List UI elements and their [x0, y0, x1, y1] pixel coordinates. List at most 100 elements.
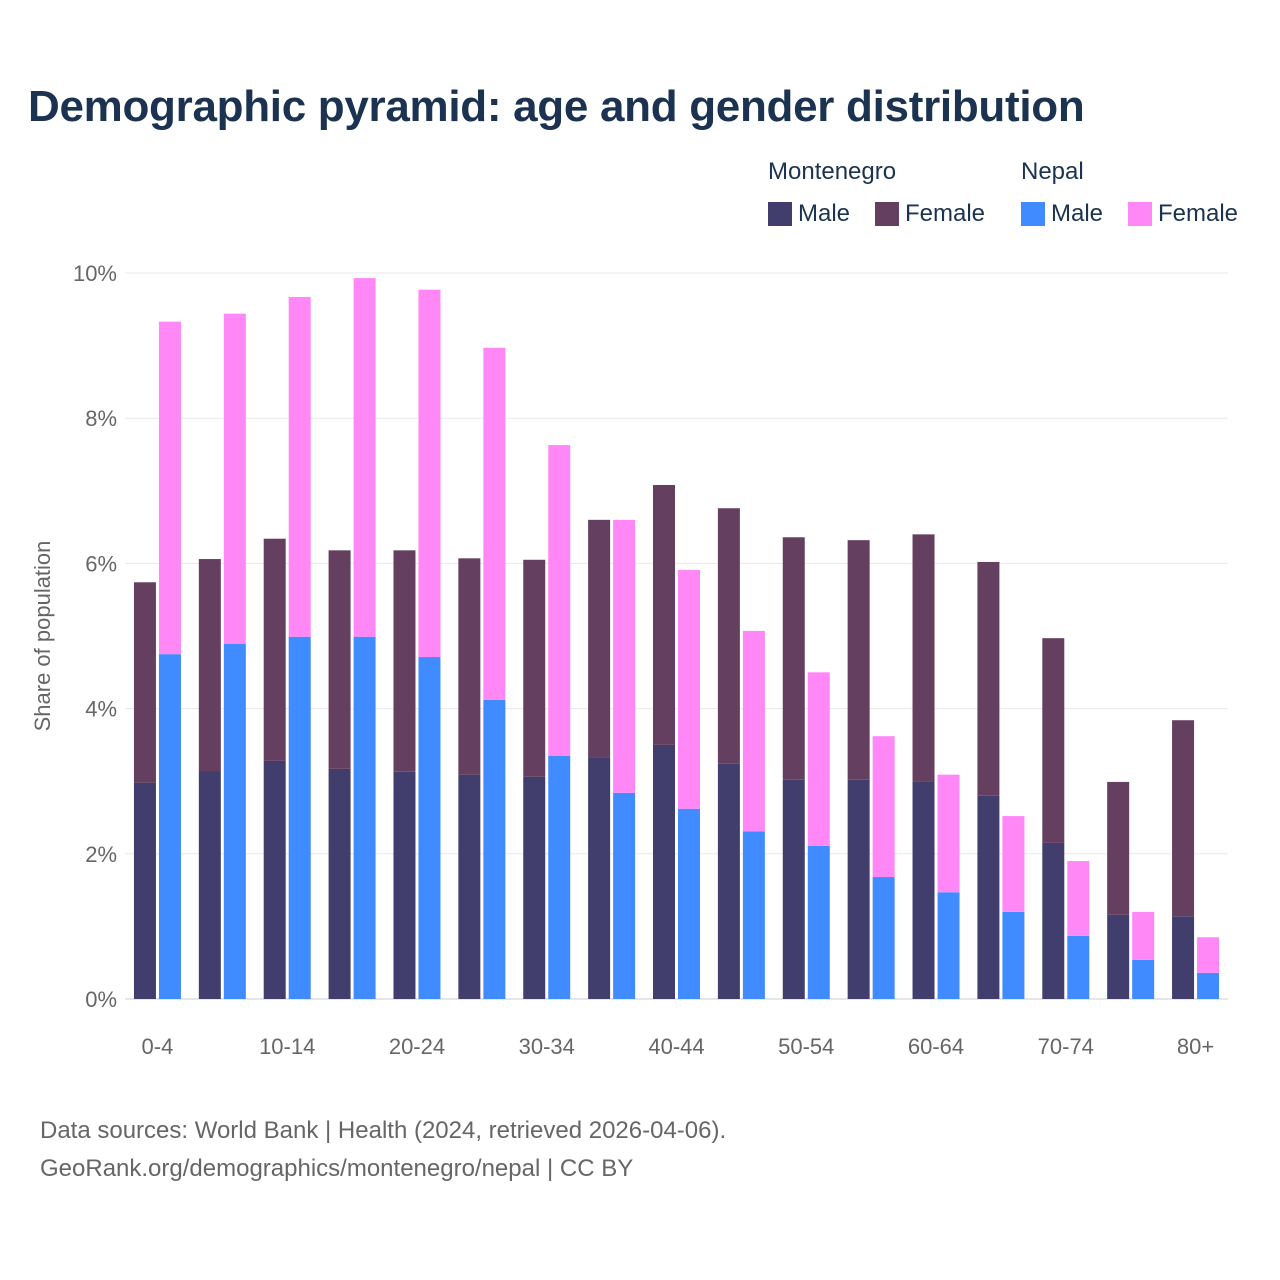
bar-montenegro-male: [847, 779, 870, 999]
bar-nepal-female: [1197, 937, 1220, 973]
legend-item-montenegro-male[interactable]: Male: [768, 200, 850, 228]
bar-montenegro-male: [653, 744, 675, 999]
bar-montenegro-female: [198, 559, 221, 772]
x-tick-label: 70-74: [1038, 1034, 1094, 1059]
bar-montenegro-female: [653, 484, 675, 745]
bar-nepal-female: [872, 736, 895, 878]
bar-nepal-female: [1132, 911, 1155, 960]
legend-item-montenegro-female[interactable]: Female: [875, 200, 985, 228]
bar-montenegro-female: [133, 582, 156, 783]
bar-nepal-male: [483, 699, 506, 999]
x-tick-label: 20-24: [389, 1034, 445, 1059]
bar-nepal-female: [678, 569, 700, 809]
x-tick-label: 10-14: [259, 1034, 315, 1059]
bar-montenegro-female: [393, 550, 416, 772]
legend-group-montenegro: Montenegro: [768, 158, 897, 185]
x-tick-label: 60-64: [908, 1034, 964, 1059]
bar-nepal-female: [223, 313, 246, 644]
bar-montenegro-male: [977, 795, 1000, 999]
legend-label: Male: [798, 200, 851, 227]
bar-nepal-female: [807, 672, 830, 846]
bar-montenegro-female: [1042, 638, 1065, 843]
bar-nepal-male: [418, 657, 441, 999]
bar-nepal-male: [807, 845, 830, 999]
bar-nepal-male: [353, 636, 376, 999]
bar-nepal-female: [158, 321, 181, 655]
bar-nepal-male: [1002, 911, 1025, 999]
bar-montenegro-male: [1042, 842, 1065, 999]
bar-nepal-male: [158, 654, 181, 999]
bar-nepal-female: [1067, 861, 1090, 936]
bar-nepal-female: [353, 278, 376, 637]
source-line-2[interactable]: GeoRank.org/demographics/montenegro/nepa…: [40, 1155, 634, 1182]
bar-nepal-male: [613, 792, 636, 999]
legend-item-nepal-male[interactable]: Male: [1021, 200, 1103, 228]
bar-nepal-male: [678, 808, 700, 999]
bar-montenegro-female: [458, 558, 481, 775]
legend-label: Female: [1158, 200, 1239, 227]
legend-swatch: [1128, 202, 1152, 226]
bar-montenegro-male: [263, 760, 286, 999]
bar-montenegro-female: [1172, 720, 1195, 917]
legend-swatch: [768, 202, 792, 226]
legend-label: Male: [1051, 200, 1104, 227]
bar-nepal-male: [1067, 935, 1090, 999]
y-tick-label: 2%: [85, 842, 117, 867]
bar-nepal-female: [418, 289, 441, 658]
x-tick-label: 0-4: [142, 1034, 174, 1059]
bar-montenegro-female: [847, 540, 870, 780]
bar-nepal-male: [937, 892, 960, 999]
bar-nepal-male: [1197, 972, 1220, 999]
bar-montenegro-male: [393, 771, 416, 999]
bar-nepal-male: [1132, 959, 1155, 999]
bar-montenegro-male: [588, 757, 611, 999]
bar-nepal-female: [548, 445, 571, 756]
bar-montenegro-female: [328, 550, 351, 769]
y-axis-label: Share of population: [30, 541, 55, 732]
bar-montenegro-female: [1107, 781, 1130, 915]
bar-montenegro-female: [263, 538, 286, 761]
bar-montenegro-male: [717, 763, 740, 999]
bar-montenegro-male: [782, 779, 805, 999]
y-tick-label: 4%: [85, 697, 117, 722]
x-tick-label: 50-54: [778, 1034, 834, 1059]
bar-nepal-male: [872, 877, 895, 999]
legend-swatch: [875, 202, 899, 226]
bar-montenegro-male: [458, 774, 481, 999]
y-tick-label: 0%: [85, 987, 117, 1012]
bar-nepal-female: [613, 519, 636, 793]
bar-montenegro-female: [717, 508, 740, 764]
bar-montenegro-male: [1107, 914, 1130, 999]
bar-nepal-female: [288, 296, 311, 637]
legend-group-nepal: Nepal: [1021, 158, 1084, 185]
x-tick-label: 30-34: [519, 1034, 575, 1059]
x-tick-label: 40-44: [648, 1034, 704, 1059]
bar-nepal-female: [937, 774, 960, 893]
bar-nepal-female: [483, 347, 506, 700]
bar-nepal-male: [548, 755, 571, 999]
bar-montenegro-male: [523, 776, 546, 999]
legend-label: Female: [905, 200, 986, 227]
bar-montenegro-male: [328, 768, 351, 999]
y-tick-label: 8%: [85, 406, 117, 431]
legend-item-nepal-female[interactable]: Female: [1128, 200, 1238, 228]
bar-montenegro-male: [133, 782, 156, 999]
x-tick-label: 80+: [1177, 1034, 1214, 1059]
bar-montenegro-female: [977, 561, 1000, 796]
bar-montenegro-male: [198, 771, 221, 999]
bar-montenegro-female: [912, 534, 935, 782]
legend-swatch: [1021, 202, 1045, 226]
chart-title: Demographic pyramid: age and gender dist…: [28, 82, 1085, 131]
bar-montenegro-male: [1172, 916, 1195, 999]
bar-nepal-female: [742, 630, 765, 832]
bar-montenegro-female: [782, 537, 805, 780]
bar-nepal-female: [1002, 816, 1025, 912]
y-tick-label: 6%: [85, 551, 117, 576]
bar-montenegro-female: [523, 559, 546, 777]
bar-montenegro-male: [912, 781, 935, 999]
bar-nepal-male: [288, 636, 311, 999]
bar-nepal-male: [742, 831, 765, 999]
y-tick-label: 10%: [73, 261, 117, 286]
bar-nepal-male: [223, 643, 246, 999]
